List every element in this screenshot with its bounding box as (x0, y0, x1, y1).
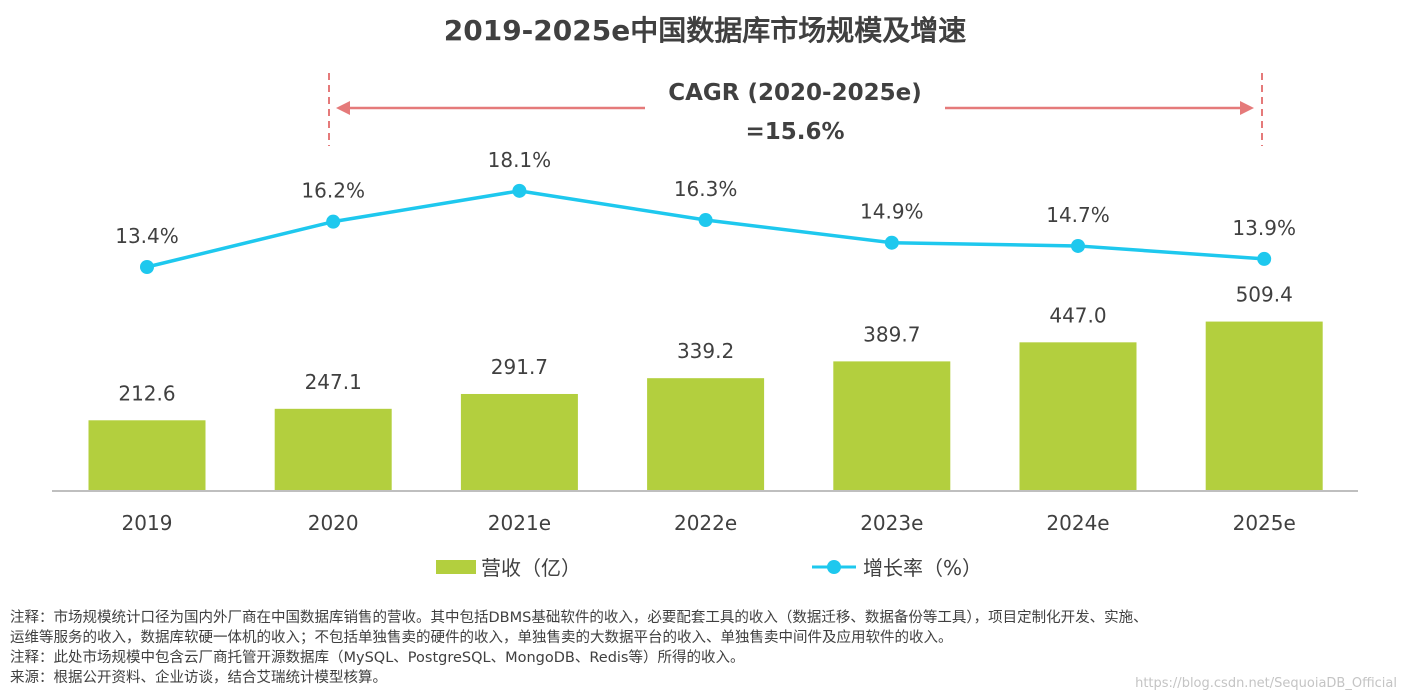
growth-value-label: 14.9% (860, 200, 924, 224)
footnotes: 注释：市场规模统计口径为国内外厂商在中国数据库销售的营收。其中包括DBMS基础软… (10, 608, 1400, 688)
growth-value-label: 13.9% (1232, 216, 1296, 240)
growth-point (326, 214, 341, 229)
bar (1205, 321, 1323, 491)
legend-line-marker (827, 560, 841, 574)
legend-bar-swatch (436, 560, 476, 574)
x-tick-label: 2025e (1233, 511, 1296, 535)
growth-value-label: 13.4% (115, 224, 179, 248)
chart-title: 2019-2025e中国数据库市场规模及增速 (444, 14, 966, 47)
x-tick-label: 2023e (860, 511, 923, 535)
x-tick-label: 2024e (1046, 511, 1109, 535)
growth-point (140, 260, 154, 274)
growth-value-label: 18.1% (488, 148, 552, 172)
bar (460, 393, 578, 491)
cagr-annotation: CAGR (2020-2025e) =15.6% (328, 73, 1263, 146)
bar-value-label: 212.6 (118, 381, 175, 405)
bar (274, 408, 392, 491)
bar-value-label: 291.7 (491, 355, 548, 379)
legend-line-label: 增长率（%） (863, 556, 982, 580)
growth-point (512, 183, 527, 198)
bar-value-label: 389.7 (863, 322, 920, 346)
legend-bar-label: 营收（亿） (481, 556, 581, 580)
bar (647, 378, 765, 491)
footnote-source: 来源：根据公开资料、企业访谈，结合艾瑞统计模型核算。 (10, 670, 387, 686)
footnote-line: 注释：市场规模统计口径为国内外厂商在中国数据库销售的营收。其中包括DBMS基础软… (10, 610, 1148, 626)
footnote-line: 注释：此处市场规模中包含云厂商托管开源数据库（MySQL、PostgreSQL、… (10, 650, 745, 666)
cagr-value: =15.6% (745, 119, 844, 145)
cagr-arrowhead-left (336, 101, 350, 115)
bar-value-label: 447.0 (1049, 303, 1106, 327)
growth-point (884, 235, 899, 250)
bar-value-labels: 212.6 247.1 291.7 339.2 389.7 447.0 509.4 (118, 283, 1292, 406)
growth-value-label: 16.2% (301, 179, 365, 203)
x-tick-label: 2020 (308, 511, 359, 535)
x-tick-label: 2022e (674, 511, 737, 535)
growth-line-series (140, 183, 1272, 274)
bar (88, 420, 206, 491)
cagr-label: CAGR (2020-2025e) (668, 80, 921, 106)
bar-value-label: 339.2 (677, 339, 734, 363)
growth-value-label: 14.7% (1046, 203, 1110, 227)
growth-value-labels: 13.4% 16.2% 18.1% 16.3% 14.9% 14.7% 13.9% (115, 148, 1296, 248)
bar (1019, 342, 1137, 491)
x-axis-tick-labels: 2019 2020 2021e 2022e 2023e 2024e 2025e (122, 511, 1296, 535)
footnote-line: 运维等服务的收入，数据库软硬一体机的收入；不包括单独售卖的硬件的收入，单独售卖的… (10, 630, 953, 646)
cagr-arrowhead-right (1240, 101, 1254, 115)
growth-value-label: 16.3% (674, 177, 738, 201)
x-tick-label: 2021e (488, 511, 551, 535)
chart: 2019-2025e中国数据库市场规模及增速 CAGR (2020-2025e)… (52, 14, 1358, 580)
growth-point (1257, 251, 1272, 266)
watermark: https://blog.csdn.net/SequoiaDB_Official (1135, 676, 1397, 691)
bar-value-label: 509.4 (1236, 283, 1293, 307)
bar (833, 361, 951, 491)
x-tick-label: 2019 (122, 511, 173, 535)
bar-series (88, 321, 1323, 491)
legend: 营收（亿） 增长率（%） (436, 556, 982, 580)
growth-point (1071, 238, 1085, 253)
growth-point (698, 213, 713, 228)
bar-value-label: 247.1 (305, 370, 362, 394)
